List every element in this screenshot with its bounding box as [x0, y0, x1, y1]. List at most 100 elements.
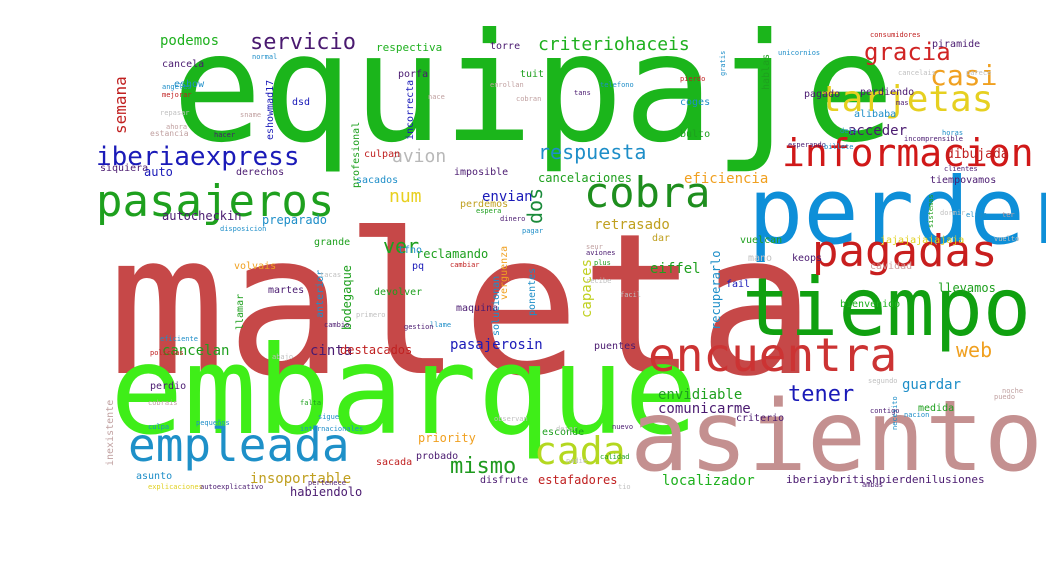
cloud-word: cavidad: [870, 261, 913, 272]
cloud-word: cancela: [162, 59, 205, 70]
cloud-word: martes: [268, 285, 305, 296]
cloud-word: puentes: [594, 341, 637, 352]
cloud-word: verguenza: [499, 245, 510, 300]
cloud-word: perder: [748, 158, 1046, 265]
cloud-word: envidiable: [658, 387, 743, 403]
cloud-word: pq: [412, 261, 425, 272]
cloud-word: torre: [490, 41, 521, 52]
cloud-word: gestion: [404, 323, 434, 331]
cloud-word: sigue: [318, 413, 340, 421]
cloud-word: cancelais: [898, 69, 936, 77]
cloud-word: llame: [430, 321, 452, 329]
cloud-word: horas: [942, 129, 964, 137]
cloud-word: recuperarlo: [709, 250, 723, 330]
cloud-word: reclamando: [416, 247, 489, 261]
cloud-word: tans: [574, 89, 591, 97]
cloud-word: nuevo: [612, 423, 634, 431]
cloud-word: ambas: [862, 481, 884, 489]
cloud-word: aviones: [586, 249, 616, 257]
cloud-word: coges: [680, 97, 711, 108]
cloud-word: auto: [144, 165, 173, 179]
cloud-word: eshow: [174, 79, 205, 90]
cloud-word: eficiencia: [684, 171, 769, 187]
cloud-word: internacionales: [300, 425, 364, 433]
cloud-word: mano: [748, 253, 773, 264]
cloud-word: inexistente: [105, 399, 116, 466]
cloud-word: nadie: [566, 457, 588, 465]
cloud-word: pierdo: [680, 75, 706, 83]
cloud-word: billete: [824, 143, 854, 151]
cloud-word: calidad: [600, 453, 630, 461]
cloud-word: tacas: [320, 271, 342, 279]
cloud-word: dsd: [292, 97, 311, 108]
cloud-word: hacer: [214, 131, 236, 139]
cloud-word: tiempo: [742, 261, 1031, 354]
cloud-word: asiento: [630, 380, 1044, 494]
cloud-word: cobran: [516, 95, 542, 103]
cloud-word: espera: [476, 207, 502, 215]
cloud-word: tio: [618, 483, 631, 491]
cloud-word: estafadores: [538, 473, 618, 487]
cloud-word: segundo: [868, 377, 898, 385]
cloud-word: incorrecta: [405, 79, 416, 140]
cloud-word: gratis: [719, 50, 727, 76]
cloud-word: gracia: [864, 38, 951, 66]
cloud-word: contigo: [870, 407, 900, 415]
cloud-word: asunto: [136, 471, 173, 482]
cloud-word: semana: [111, 76, 130, 134]
cloud-word: hablas: [761, 53, 772, 90]
cloud-word: disfrute: [480, 475, 529, 486]
cloud-word: tfno: [398, 245, 423, 256]
cloud-word: cambiar: [450, 261, 480, 269]
cloud-word: imposible: [454, 167, 509, 178]
cloud-word: autocheckin: [162, 209, 242, 223]
cloud-word: tener: [788, 382, 855, 407]
cloud-word: eficiente: [160, 335, 198, 343]
cloud-word: clientes: [944, 165, 978, 173]
cloud-word: encuentra: [648, 328, 898, 382]
cloud-word: cada: [534, 429, 626, 473]
cloud-word: tuit: [520, 69, 545, 80]
cloud-word: preparado: [262, 213, 328, 227]
cloud-word: tiempovamos: [930, 175, 997, 186]
cloud-word: repasar: [160, 109, 190, 117]
cloud-word: bienvenido: [840, 299, 901, 310]
cloud-word: respuesta: [538, 140, 647, 164]
cloud-word: seur: [586, 243, 603, 251]
cloud-word: dinero: [500, 215, 526, 223]
cloud-word: cobrais: [148, 399, 178, 407]
cloud-word: cinta: [310, 343, 353, 359]
cloud-word: empleada: [128, 418, 350, 472]
cloud-word: iberiaexpress: [96, 142, 300, 172]
cloud-word: servicio: [250, 30, 356, 55]
cloud-word: equipaje: [172, 2, 895, 176]
cloud-word: habiendolo: [290, 485, 363, 499]
cloud-word: perdio: [150, 381, 187, 392]
cloud-word: capaces: [579, 258, 595, 318]
cloud-word: maquina: [456, 303, 499, 314]
cloud-word: mas: [896, 99, 909, 107]
cloud-word: perdiendo: [860, 87, 915, 98]
cloud-word: guardar: [902, 377, 962, 393]
cloud-word: sacados: [356, 175, 399, 186]
cloud-word: recibe: [586, 277, 612, 285]
cloud-word: sacada: [376, 457, 413, 468]
cloud-word: siquiera: [100, 163, 149, 174]
cloud-word: estancia: [150, 129, 189, 138]
cloud-word: eshowmad17: [265, 79, 276, 140]
cloud-word: criterio: [736, 413, 785, 424]
cloud-word: envian: [482, 189, 533, 205]
cloud-word: piramide: [932, 39, 981, 50]
cloud-word: angeles: [162, 83, 192, 91]
cloud-word: enrollan: [490, 81, 524, 89]
cloud-word: devolver: [374, 287, 423, 298]
cloud-word: pagadas: [812, 226, 998, 277]
cloud-word: localizador: [662, 473, 755, 489]
cloud-word: mismo: [450, 454, 517, 479]
cloud-word: insoportable: [250, 471, 352, 487]
cloud-word: llevamos: [938, 281, 996, 295]
cloud-word: web: [956, 338, 993, 362]
cloud-word: acceder: [848, 123, 908, 139]
cloud-word: ponentes: [527, 267, 538, 316]
cloud-word: falta: [300, 399, 322, 407]
